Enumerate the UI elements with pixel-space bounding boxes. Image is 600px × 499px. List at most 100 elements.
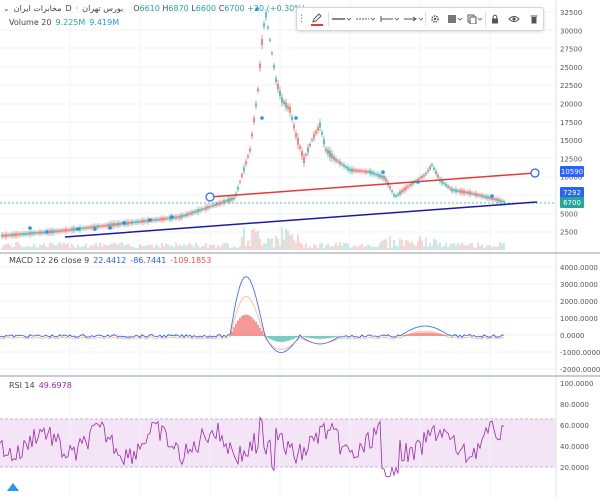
- macd-histogram-bar: [267, 336, 268, 338]
- volume-bar: [271, 238, 272, 250]
- candle-body: [269, 39, 270, 41]
- candle-body: [485, 196, 486, 198]
- candle-body: [321, 132, 322, 135]
- candle-body: [315, 131, 316, 134]
- macd-histogram-bar: [269, 336, 270, 339]
- candle-body: [5, 234, 6, 237]
- volume-bar: [275, 236, 276, 250]
- candle-body: [343, 165, 344, 167]
- candle-body: [25, 233, 26, 235]
- candle-body: [337, 161, 338, 163]
- volume-bar: [9, 245, 10, 250]
- candle-body: [107, 224, 108, 226]
- volume-bar: [133, 247, 134, 250]
- candle-body: [31, 232, 32, 234]
- volume-bar: [35, 247, 36, 250]
- visibility-icon[interactable]: [504, 8, 524, 30]
- volume-bar: [279, 246, 280, 250]
- candle-body: [423, 175, 424, 177]
- line-ends-icon[interactable]: [377, 8, 401, 30]
- volume-bar: [171, 246, 172, 250]
- volume-bar: [95, 242, 96, 250]
- clone-icon[interactable]: [465, 8, 485, 30]
- volume-bar: [473, 247, 474, 250]
- volume-bar: [119, 243, 120, 250]
- trendline-handle-end[interactable]: [531, 169, 539, 177]
- candle-body: [309, 144, 310, 146]
- candle-body: [213, 205, 214, 207]
- candle-body: [453, 190, 454, 192]
- line-width-icon[interactable]: [353, 8, 377, 30]
- candle-body: [87, 227, 88, 229]
- volume-bars: [1, 227, 504, 250]
- volume-bar: [409, 243, 410, 250]
- candle-body: [21, 233, 22, 235]
- macd-histogram-bar: [235, 324, 236, 336]
- volume-legend[interactable]: Volume 20 9.225M 9.419M: [9, 18, 119, 27]
- volume-bar: [47, 247, 48, 250]
- candle-body: [97, 225, 98, 228]
- rsi-legend[interactable]: RSI 14 49.6978: [9, 381, 72, 390]
- candle-body: [377, 174, 378, 177]
- candle-body: [471, 193, 472, 195]
- template-icon[interactable]: [444, 8, 464, 30]
- candle-body: [249, 149, 250, 152]
- lock-icon[interactable]: [486, 8, 504, 30]
- volume-bar: [243, 227, 244, 250]
- volume-bar: [135, 248, 136, 250]
- volume-bar: [191, 245, 192, 250]
- volume-bar: [229, 248, 230, 250]
- volume-bar: [157, 246, 158, 250]
- line-style-icon[interactable]: [329, 8, 353, 30]
- settings-icon[interactable]: [426, 8, 444, 30]
- rsi-band: [0, 419, 556, 467]
- candle-body: [89, 227, 90, 229]
- macd-histogram-bar: [151, 335, 152, 336]
- delete-icon[interactable]: [525, 8, 543, 30]
- macd-legend[interactable]: MACD 12 26 close 9 22.4412 -86.7441 -109…: [9, 256, 211, 265]
- volume-bar: [291, 234, 292, 250]
- macd-histogram-bar: [431, 333, 432, 336]
- candle-body: [69, 229, 70, 231]
- volume-bar: [197, 245, 198, 250]
- macd-histogram-bar: [271, 336, 272, 340]
- candle-body: [265, 12, 266, 17]
- macd-histogram-bar: [315, 336, 316, 339]
- symbol-legend[interactable]: ⌄ مخابرات ایران D · بورس تهران O6610 H68…: [3, 4, 305, 13]
- candle-body: [229, 198, 230, 201]
- macd-histogram-bar: [413, 333, 414, 336]
- rsi-value: 49.6978: [39, 381, 72, 390]
- tradingview-logo[interactable]: [6, 482, 20, 492]
- candle-body: [255, 103, 256, 106]
- candle-body: [119, 223, 120, 226]
- candle-body: [191, 212, 192, 214]
- volume-bar: [475, 248, 476, 250]
- candle-body: [297, 138, 298, 145]
- macd-chart: 4000.00003000.00002000.00001000.00000.00…: [0, 254, 600, 375]
- volume-bar: [159, 248, 160, 250]
- drag-handle-icon[interactable]: ⋮: [297, 8, 306, 30]
- pencil-icon[interactable]: [306, 8, 328, 30]
- candle-body: [3, 235, 4, 237]
- volume-bar: [59, 242, 60, 250]
- volume-bar: [1, 247, 2, 250]
- candle-body: [155, 219, 156, 221]
- volume-bar: [123, 246, 124, 250]
- volume-bar: [389, 236, 390, 250]
- macd-histogram-bar: [427, 332, 428, 336]
- volume-bar: [199, 247, 200, 250]
- legend-arrow-icon[interactable]: ⌄: [3, 4, 10, 13]
- volume-bar: [251, 230, 252, 250]
- volume-bar: [381, 241, 382, 250]
- candle-body: [381, 175, 382, 178]
- trendline-handle-start[interactable]: [206, 193, 214, 201]
- line-arrow-icon[interactable]: [401, 8, 425, 30]
- volume-bar: [15, 242, 16, 250]
- candle-body: [157, 219, 158, 221]
- macd-histogram-bar: [249, 316, 250, 336]
- macd-line: [0, 277, 504, 353]
- candle-body: [283, 101, 284, 104]
